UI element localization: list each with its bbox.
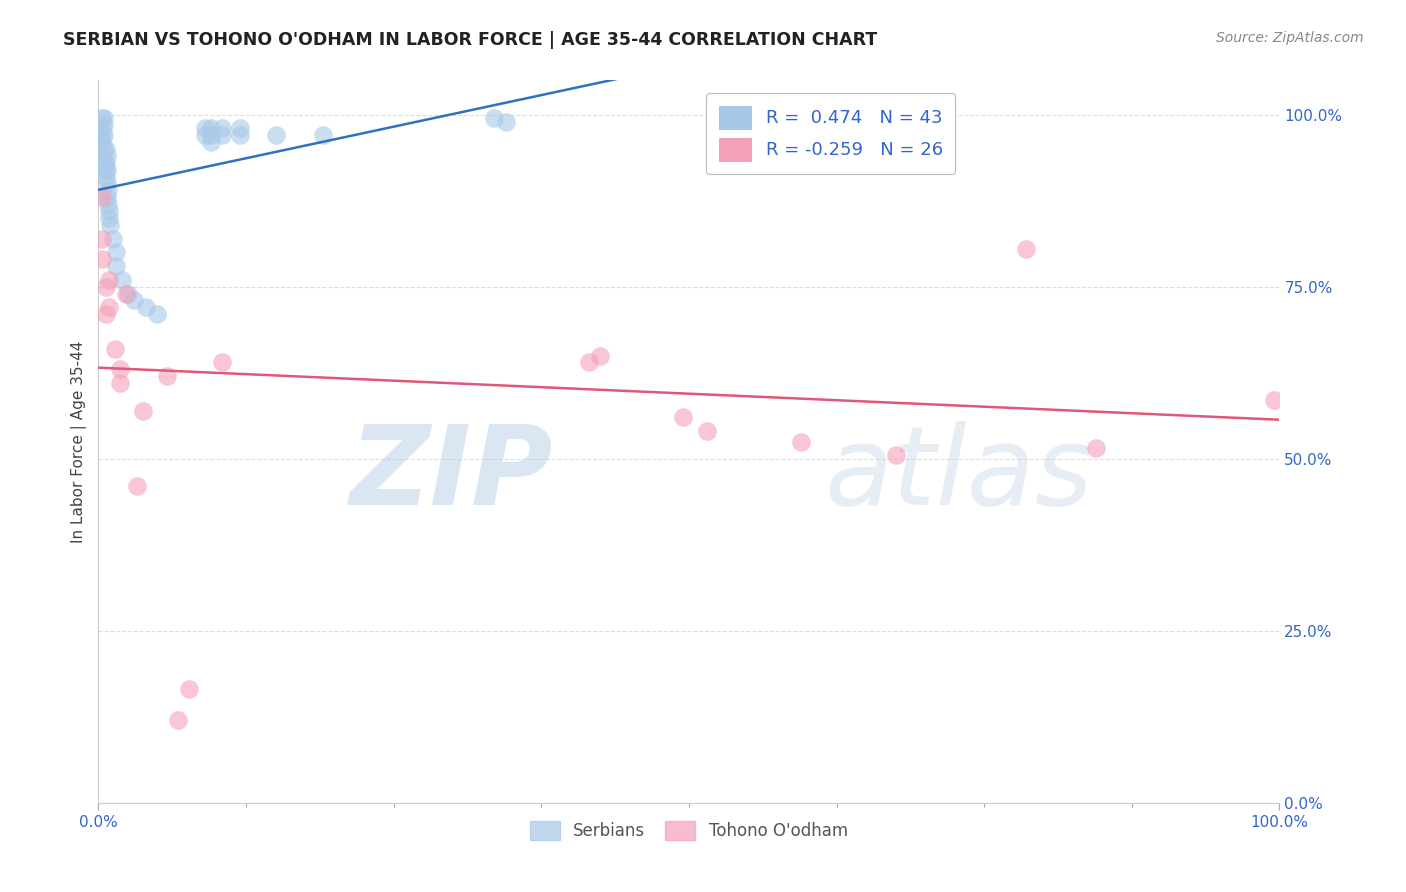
Point bbox=[194, 128, 217, 143]
Point bbox=[108, 376, 131, 390]
Point bbox=[91, 190, 114, 204]
Point bbox=[96, 149, 118, 163]
Point bbox=[98, 218, 121, 232]
Point bbox=[93, 111, 115, 125]
Point bbox=[108, 362, 131, 376]
Point bbox=[1085, 442, 1108, 456]
Point bbox=[105, 259, 128, 273]
Point bbox=[1263, 393, 1285, 408]
Point bbox=[696, 424, 718, 438]
Point bbox=[94, 307, 117, 321]
Point bbox=[211, 121, 233, 136]
Point bbox=[91, 231, 114, 245]
Point bbox=[104, 342, 127, 356]
Legend: Serbians, Tohono O'odham: Serbians, Tohono O'odham bbox=[522, 813, 856, 848]
Point bbox=[93, 118, 115, 132]
Point bbox=[98, 211, 121, 225]
Point bbox=[91, 121, 114, 136]
Point bbox=[96, 190, 118, 204]
Point bbox=[200, 135, 222, 149]
Point bbox=[93, 156, 115, 170]
Point bbox=[98, 301, 121, 315]
Point bbox=[91, 135, 114, 149]
Point bbox=[312, 128, 335, 143]
Point bbox=[122, 293, 145, 308]
Point bbox=[127, 479, 149, 493]
Point bbox=[93, 128, 115, 143]
Text: Source: ZipAtlas.com: Source: ZipAtlas.com bbox=[1216, 31, 1364, 45]
Y-axis label: In Labor Force | Age 35-44: In Labor Force | Age 35-44 bbox=[72, 341, 87, 542]
Point bbox=[211, 355, 233, 369]
Point bbox=[589, 349, 612, 363]
Point bbox=[194, 121, 217, 136]
Point bbox=[482, 111, 505, 125]
Point bbox=[229, 128, 252, 143]
Point bbox=[93, 142, 115, 156]
Point bbox=[91, 252, 114, 267]
Point bbox=[96, 162, 118, 177]
Point bbox=[105, 245, 128, 260]
Point bbox=[97, 183, 120, 197]
Point bbox=[132, 403, 155, 417]
Point bbox=[578, 355, 600, 369]
Point bbox=[672, 410, 695, 425]
Point bbox=[135, 301, 157, 315]
Text: atlas: atlas bbox=[825, 420, 1094, 527]
Point bbox=[114, 286, 136, 301]
Point bbox=[91, 128, 114, 143]
Point bbox=[146, 307, 169, 321]
Point bbox=[101, 231, 124, 245]
Point bbox=[200, 128, 222, 143]
Point bbox=[96, 177, 118, 191]
Point bbox=[94, 169, 117, 184]
Point bbox=[98, 273, 121, 287]
Point bbox=[229, 121, 252, 136]
Point bbox=[94, 162, 117, 177]
Point bbox=[1014, 242, 1036, 256]
Text: SERBIAN VS TOHONO O'ODHAM IN LABOR FORCE | AGE 35-44 CORRELATION CHART: SERBIAN VS TOHONO O'ODHAM IN LABOR FORCE… bbox=[63, 31, 877, 49]
Point bbox=[117, 286, 139, 301]
Point bbox=[211, 128, 233, 143]
Point bbox=[94, 156, 117, 170]
Point bbox=[790, 434, 813, 449]
Point bbox=[264, 128, 287, 143]
Text: ZIP: ZIP bbox=[350, 420, 553, 527]
Point bbox=[91, 111, 114, 125]
Point bbox=[166, 713, 188, 727]
Point bbox=[111, 273, 134, 287]
Point bbox=[179, 682, 201, 697]
Point bbox=[156, 369, 179, 384]
Point bbox=[94, 142, 117, 156]
Point bbox=[97, 197, 120, 211]
Point bbox=[98, 204, 121, 219]
Point bbox=[94, 279, 117, 293]
Point bbox=[495, 114, 517, 128]
Point bbox=[884, 448, 907, 462]
Point bbox=[200, 121, 222, 136]
